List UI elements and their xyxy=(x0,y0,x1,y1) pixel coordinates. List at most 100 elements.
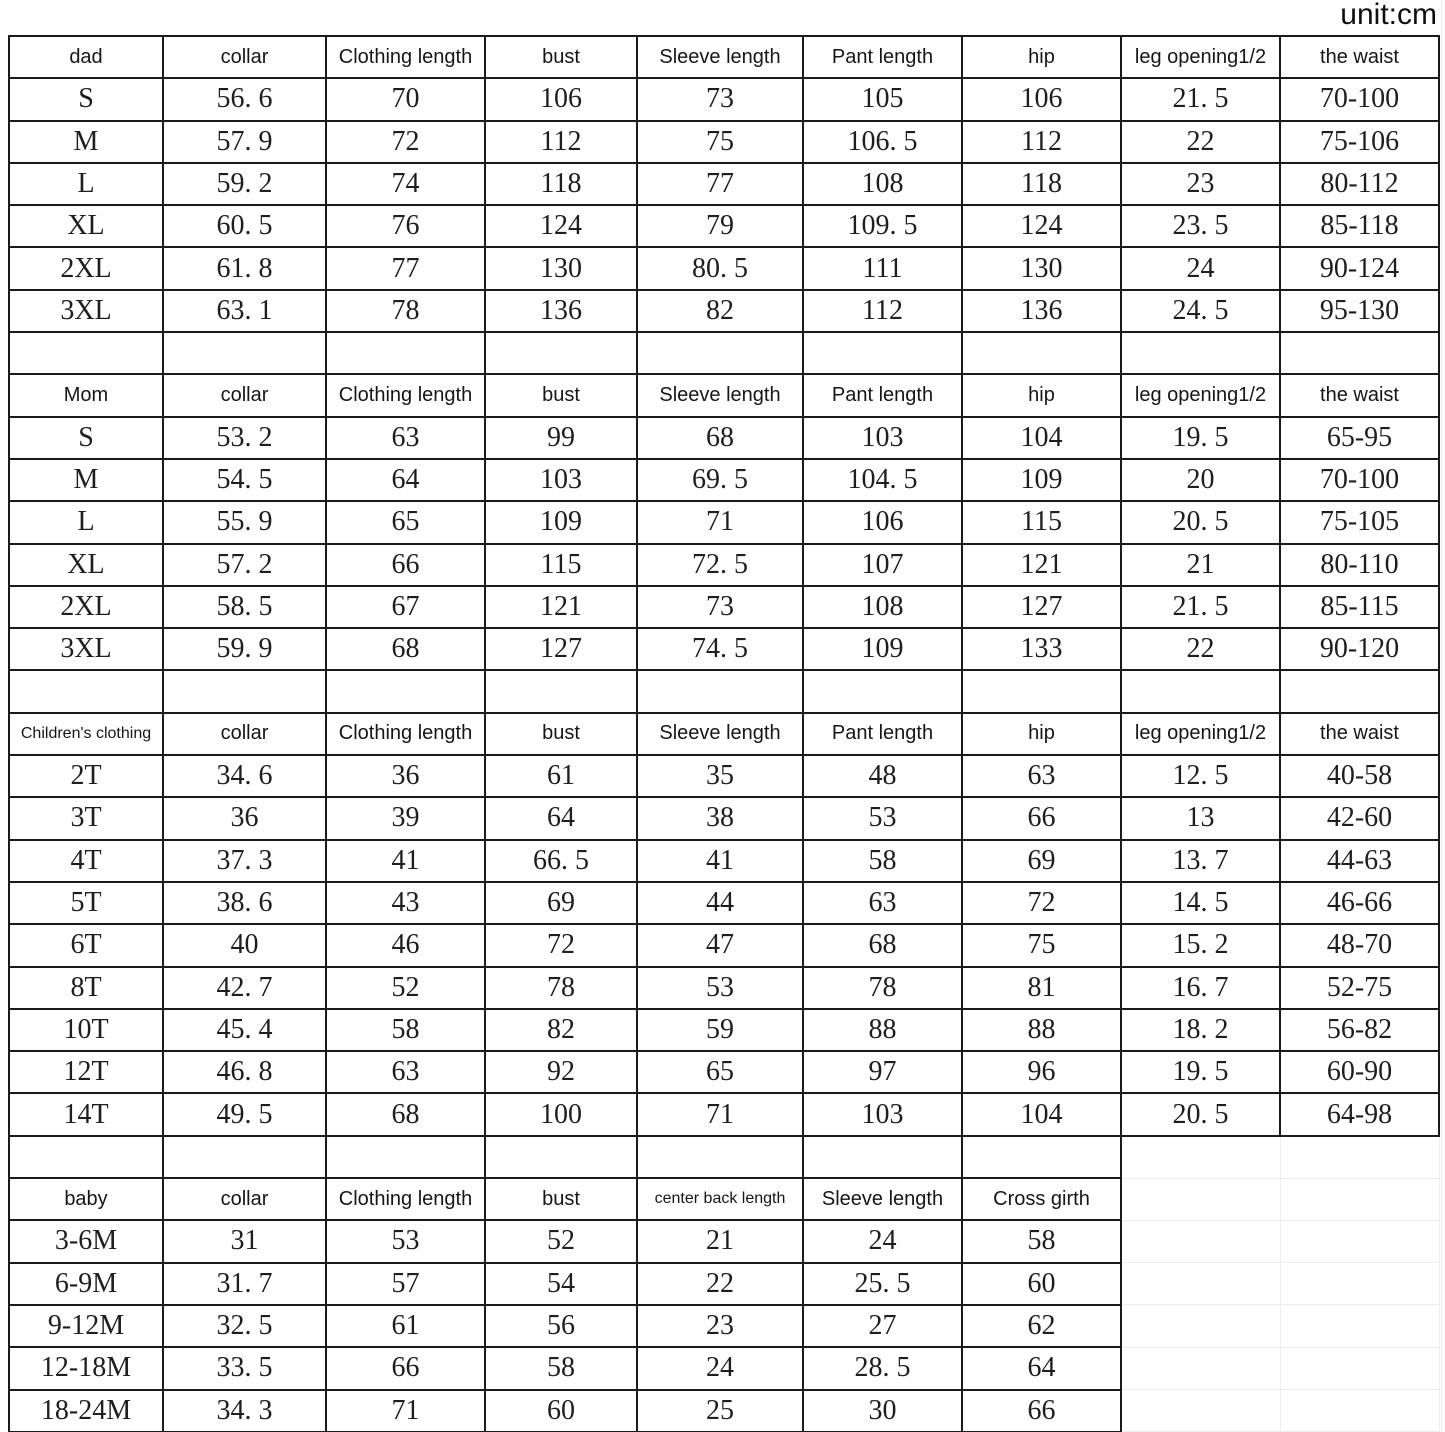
data-cell: 22 xyxy=(1120,627,1281,672)
data-cell: 79 xyxy=(636,204,804,249)
size-label-cell: 4T xyxy=(8,838,164,883)
data-cell: 90-120 xyxy=(1279,627,1440,672)
mom-row-L: L 55. 9 65 109 71 106 115 20. 5 75-105 xyxy=(8,500,1440,545)
data-cell: 80-112 xyxy=(1279,161,1440,207)
header-cell: Children's clothing xyxy=(8,711,164,757)
data-cell: 69. 5 xyxy=(636,457,804,503)
data-cell: 106 xyxy=(961,77,1122,122)
ghost-cell xyxy=(1279,1346,1440,1391)
data-cell: 56 xyxy=(484,1303,638,1349)
data-cell: 69 xyxy=(961,838,1122,883)
data-cell: 96 xyxy=(961,1050,1122,1095)
data-cell: 109. 5 xyxy=(802,204,963,249)
header-cell: collar xyxy=(162,711,327,757)
children-row-12T: 12T 46. 8 63 92 65 97 96 19. 5 60-90 xyxy=(8,1050,1440,1095)
data-cell: 103 xyxy=(484,457,638,503)
data-cell: 76 xyxy=(325,204,486,249)
data-cell: 57. 2 xyxy=(162,542,327,587)
header-cell: Pant length xyxy=(802,34,963,80)
data-cell: 27 xyxy=(802,1303,963,1349)
data-cell: 62 xyxy=(961,1303,1122,1349)
header-cell: leg opening1/2 xyxy=(1120,373,1281,418)
data-cell: 130 xyxy=(484,246,638,291)
data-cell: 61 xyxy=(325,1303,486,1349)
children-row-4T: 4T 37. 3 41 66. 5 41 58 69 13. 7 44-63 xyxy=(8,838,1440,883)
data-cell: 48-70 xyxy=(1279,923,1440,968)
data-cell: 42-60 xyxy=(1279,796,1440,841)
data-cell: 85-115 xyxy=(1279,584,1440,630)
data-cell: 52 xyxy=(484,1219,638,1264)
data-cell: 67 xyxy=(325,584,486,630)
data-cell: 73 xyxy=(636,584,804,630)
data-cell: 42. 7 xyxy=(162,965,327,1010)
children-row-5T: 5T 38. 6 43 69 44 63 72 14. 5 46-66 xyxy=(8,880,1440,926)
data-cell: 38 xyxy=(636,796,804,841)
size-label-cell: 2XL xyxy=(8,584,164,630)
data-cell: 74. 5 xyxy=(636,627,804,672)
data-cell: 72 xyxy=(484,923,638,968)
data-cell: 18. 2 xyxy=(1120,1007,1281,1053)
data-cell: 82 xyxy=(484,1007,638,1053)
data-cell: 28. 5 xyxy=(802,1346,963,1391)
data-cell: 58 xyxy=(484,1346,638,1391)
data-cell: 41 xyxy=(636,838,804,883)
data-cell: 31 xyxy=(162,1219,327,1264)
data-cell: 75-105 xyxy=(1279,500,1440,545)
data-cell: 78 xyxy=(325,288,486,334)
data-cell: 109 xyxy=(484,500,638,545)
header-cell: Sleeve length xyxy=(802,1177,963,1222)
dad-row-3XL: 3XL 63. 1 78 136 82 112 136 24. 5 95-130 xyxy=(8,288,1440,334)
data-cell: 64-98 xyxy=(1279,1092,1440,1137)
data-cell: 115 xyxy=(961,500,1122,545)
data-cell: 24 xyxy=(802,1219,963,1264)
data-cell: 30 xyxy=(802,1388,963,1432)
data-cell: 109 xyxy=(961,457,1122,503)
data-cell: 53 xyxy=(636,965,804,1010)
spacer-cell xyxy=(1120,331,1281,376)
data-cell: 107 xyxy=(802,542,963,587)
data-cell: 111 xyxy=(802,246,963,291)
children-row-6T: 6T 40 46 72 47 68 75 15. 2 48-70 xyxy=(8,923,1440,968)
spacer-cell xyxy=(961,1134,1122,1180)
data-cell: 68 xyxy=(636,415,804,460)
data-cell: 92 xyxy=(484,1050,638,1095)
size-label-cell: 3T xyxy=(8,796,164,841)
spacer-cell xyxy=(961,669,1122,714)
size-label-cell: 5T xyxy=(8,880,164,926)
header-cell: bust xyxy=(484,711,638,757)
data-cell: 80. 5 xyxy=(636,246,804,291)
children-row-2T: 2T 34. 6 36 61 35 48 63 12. 5 40-58 xyxy=(8,754,1440,799)
size-label-cell: 18-24M xyxy=(8,1388,164,1432)
size-label-cell: S xyxy=(8,415,164,460)
ghost-cell xyxy=(1120,1135,1281,1179)
data-cell: 100 xyxy=(484,1092,638,1137)
data-cell: 72 xyxy=(325,119,486,164)
data-cell: 33. 5 xyxy=(162,1346,327,1391)
data-cell: 34. 6 xyxy=(162,754,327,799)
header-cell: bust xyxy=(484,34,638,80)
data-cell: 53. 2 xyxy=(162,415,327,460)
data-cell: 64 xyxy=(484,796,638,841)
size-chart-body: dad collar Clothing length bust Sleeve lengt… xyxy=(8,34,1440,1432)
data-cell: 72. 5 xyxy=(636,542,804,587)
data-cell: 31. 7 xyxy=(162,1261,327,1306)
dad-header-row: dad collar Clothing length bust Sleeve lengt… xyxy=(8,34,1440,80)
data-cell: 55. 9 xyxy=(162,500,327,545)
spacer-cell xyxy=(802,669,963,714)
data-cell: 38. 6 xyxy=(162,880,327,926)
data-cell: 60-90 xyxy=(1279,1050,1440,1095)
ghost-cell xyxy=(1279,1219,1440,1264)
data-cell: 58. 5 xyxy=(162,584,327,630)
data-cell: 108 xyxy=(802,584,963,630)
baby-row-3-6M: 3-6M 31 53 52 21 24 58 xyxy=(8,1219,1440,1264)
ghost-cell xyxy=(1279,1262,1440,1306)
spacer-cell xyxy=(8,331,164,376)
data-cell: 54 xyxy=(484,1261,638,1306)
size-label-cell: S xyxy=(8,77,164,122)
header-cell: Clothing length xyxy=(325,711,486,757)
data-cell: 25 xyxy=(636,1388,804,1432)
size-label-cell: 3-6M xyxy=(8,1219,164,1264)
mom-header-row: Mom collar Clothing length bust Sleeve lengt… xyxy=(8,373,1440,418)
size-label-cell: 3XL xyxy=(8,627,164,672)
data-cell: 52-75 xyxy=(1279,965,1440,1010)
